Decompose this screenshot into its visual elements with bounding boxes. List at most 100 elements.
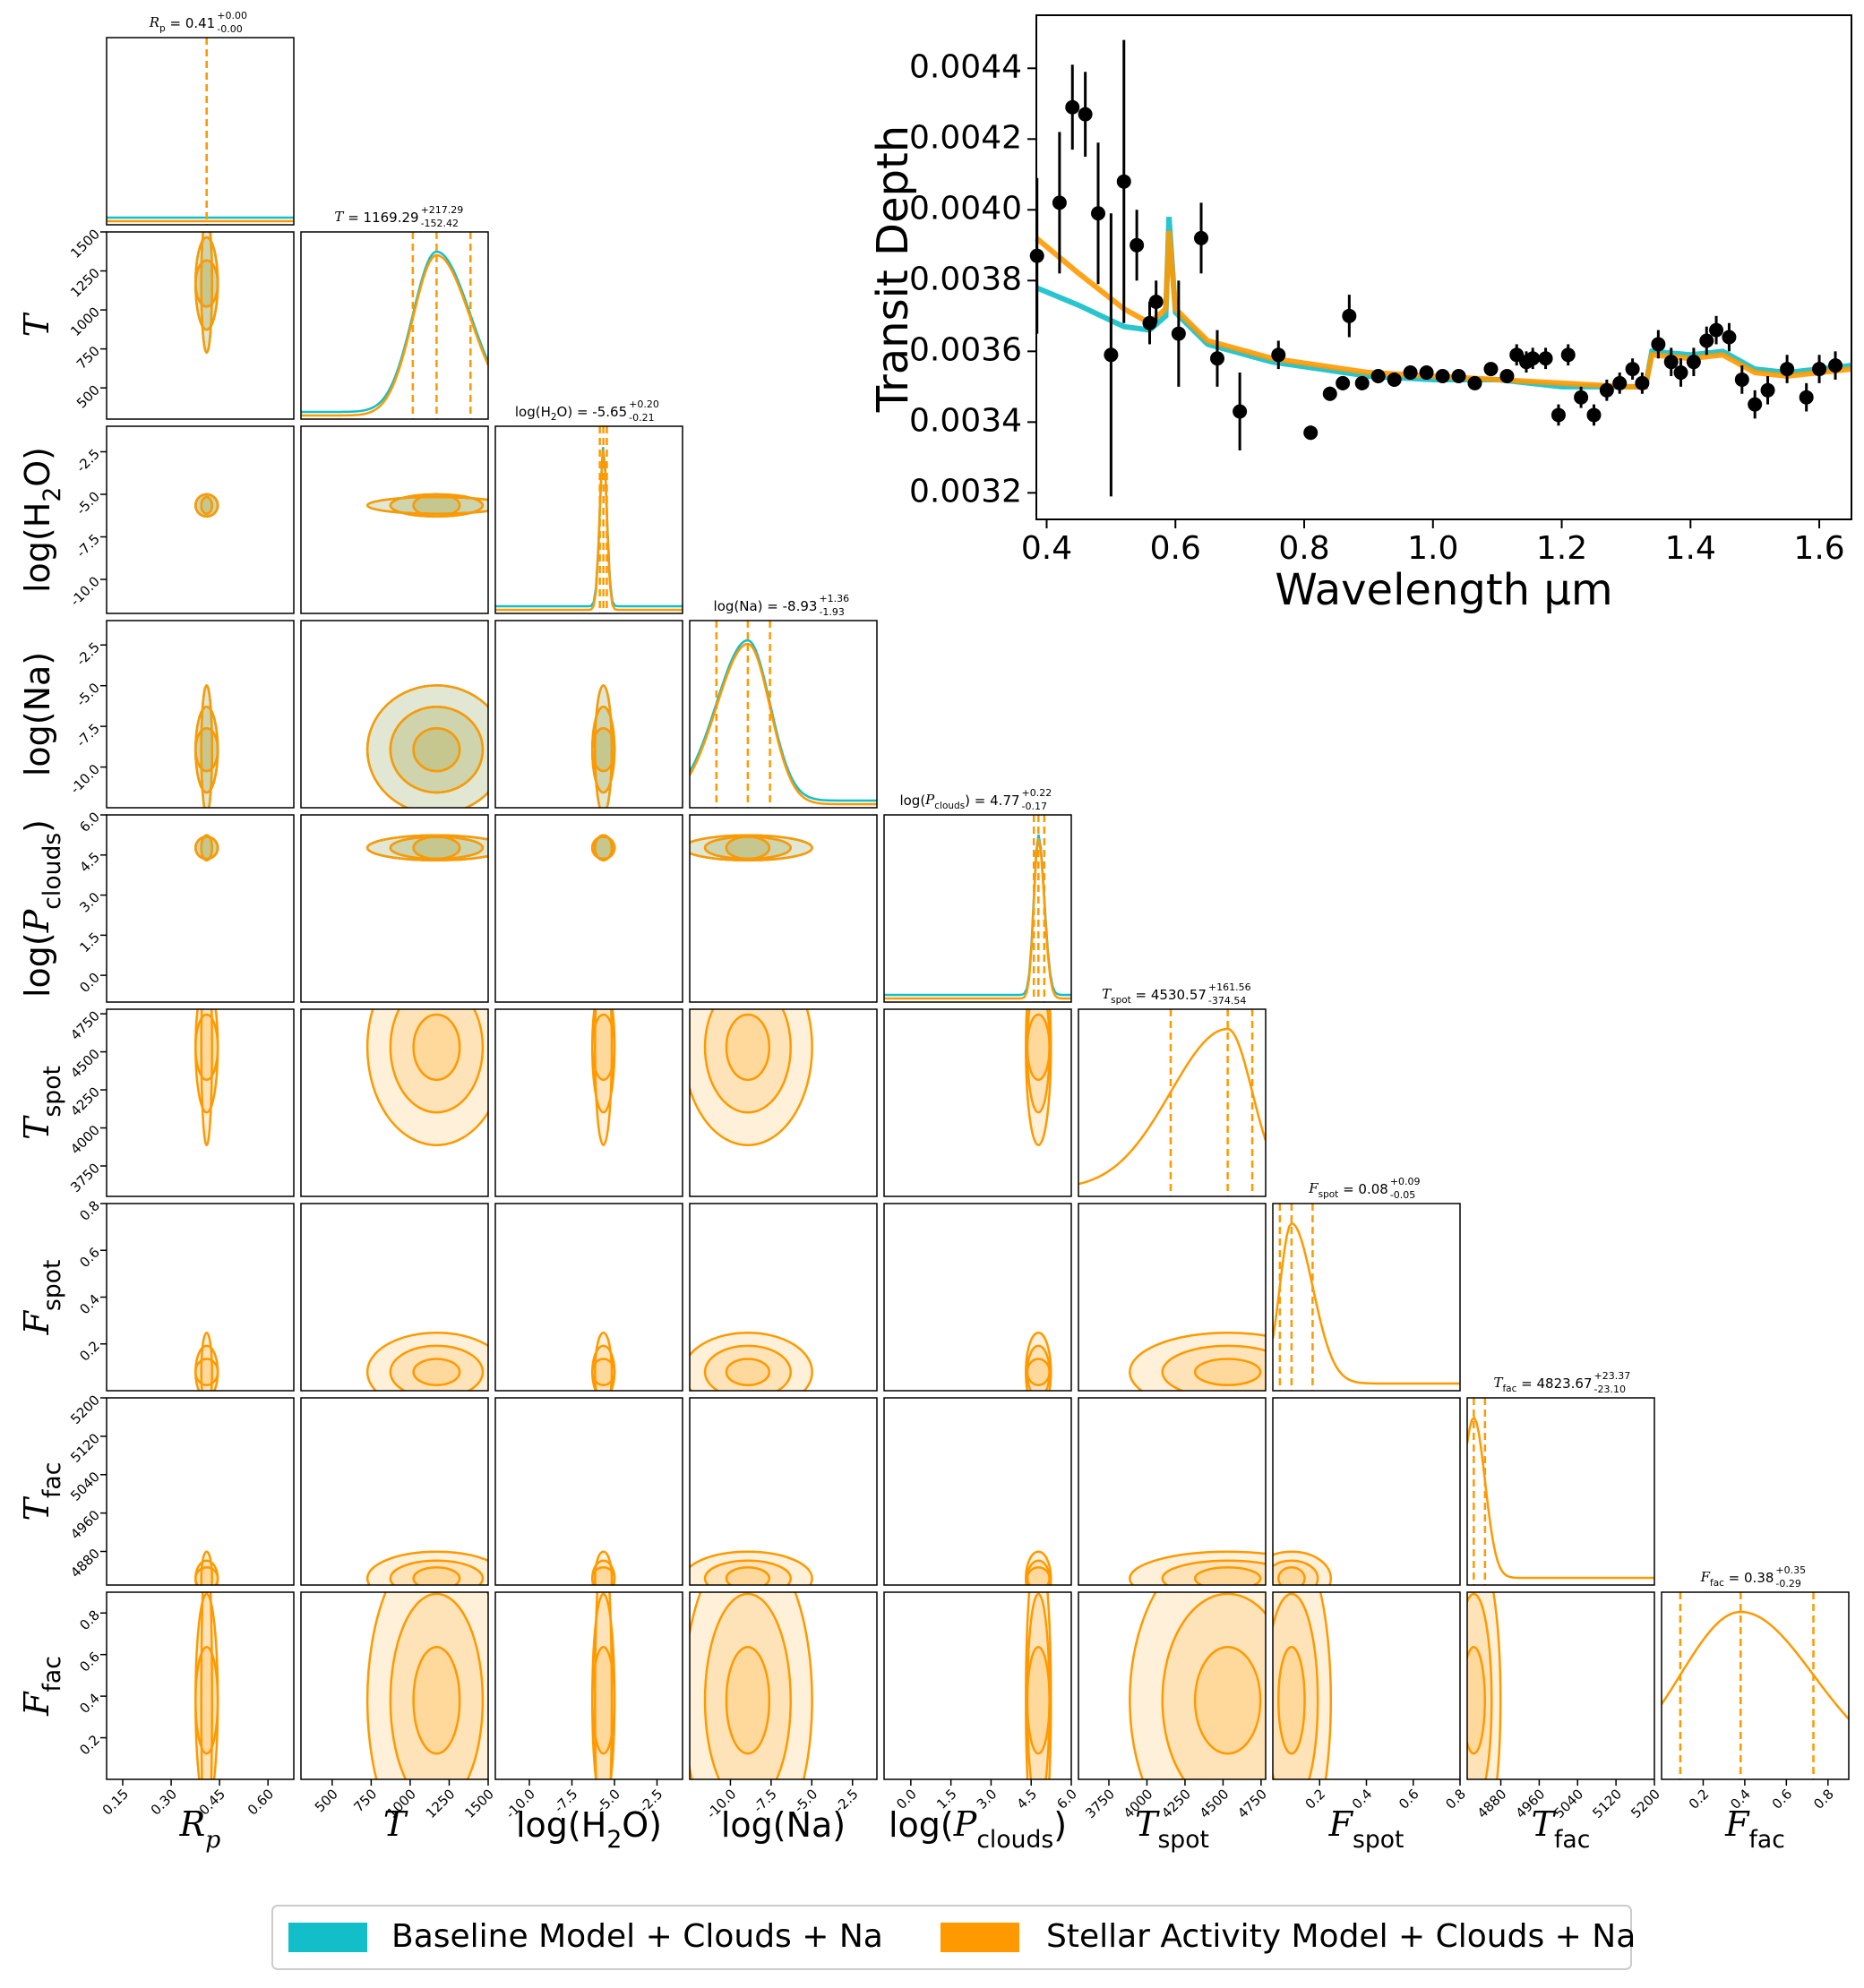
label-part: O) [622,1805,662,1845]
panel-title: log(Pclouds) = 4.77 [899,792,1019,811]
x-tick-label: 4750 [1234,1786,1270,1821]
data-point [1370,368,1386,383]
y-tick-label: 0.6 [76,1245,103,1272]
x-tick-label: 5120 [1589,1786,1625,1821]
data-point [1403,365,1418,381]
contour [1026,1013,1051,1082]
label-part: F [1328,1804,1354,1844]
contour [412,1358,461,1386]
contour [194,493,219,518]
contour [594,834,614,861]
y-tick-label: 4.5 [76,849,103,876]
contour [194,1566,219,1585]
x-tick-label: 0.6 [1150,530,1201,567]
contour [690,1009,813,1146]
y-tick-label: 1250 [67,265,103,301]
histogram [690,638,877,802]
panel-frame [494,1591,683,1780]
panel-title: Ffac = 0.38 [1700,1569,1774,1589]
contour [389,1009,485,1114]
y-tick-label: 0.6 [76,1649,103,1675]
label: log(Pclouds) [889,1804,1067,1855]
label-part: log(H [18,502,57,593]
histogram [495,447,683,608]
panel-frame [883,1591,1072,1780]
panel-frame [494,620,683,809]
contour [594,1592,614,1779]
panel-frame [106,1397,295,1586]
label-part: = 1169.29 [343,210,418,226]
label-part: 2 [551,412,557,423]
contour [1193,1566,1262,1585]
contour [1026,1646,1051,1755]
label-part: fac [39,1462,66,1498]
contour [365,684,488,808]
y-tick-label: 0.8 [76,1607,103,1634]
contour [725,1566,771,1585]
x-tick-label: 5040 [1551,1786,1587,1821]
label-part: T [383,1804,408,1844]
label-part: = 4530.57 [1131,987,1207,1003]
y-tick-label: 4960 [67,1507,103,1543]
label: log(Na) [18,652,57,776]
histogram [1273,1221,1460,1385]
label-part: F [1724,1804,1750,1844]
label-part: clouds [934,801,965,811]
x-tick-label: 0.8 [1442,1786,1469,1812]
data-point [1538,351,1553,366]
label-part: log( [18,932,57,998]
contour [591,726,616,773]
histogram [495,450,683,612]
data-point [1171,326,1186,341]
label: Tfac [17,1462,67,1521]
label-part: spot [1111,995,1131,1006]
panel-frame [494,425,683,614]
label: Ffac [1724,1804,1785,1855]
data-point [1342,308,1357,323]
data-point [1451,368,1466,383]
x-tick-label: 1250 [423,1786,459,1821]
panel-frame [106,1591,295,1780]
y-axis-label: Transit Depth [868,125,918,413]
title-lower: -0.21 [629,412,654,424]
label-part: F [17,1309,56,1335]
title-upper: +0.09 [1390,1176,1421,1187]
y-tick-label: 0.0042 [909,119,1022,156]
contour [412,493,461,518]
contour [1161,1559,1266,1585]
title-upper: +0.00 [217,10,247,21]
contour [412,1013,461,1082]
data-point [1599,382,1614,398]
x-tick-label: 0.2 [1686,1786,1713,1812]
data-point [1233,404,1248,419]
label-part: log(H [516,1805,606,1845]
panel-frame [300,231,489,420]
label: T [383,1804,408,1844]
y-tick-label: -7.5 [73,531,103,561]
contour [365,1592,488,1779]
panel-frame [689,620,878,809]
y-tick-label: 0.2 [76,1338,103,1365]
panel-frame [300,425,489,614]
data-point [1194,230,1209,245]
x-tick-label: 1500 [461,1786,497,1821]
label-part: log( [889,1805,954,1845]
contour [703,1009,792,1114]
data-point [1336,375,1351,390]
contour [591,1013,616,1082]
label-part: fac [1749,1826,1785,1854]
panel-frame [883,1397,1072,1586]
data-point [1686,355,1701,370]
legend-label: Stellar Activity Model + Clouds + Na [1046,1918,1636,1955]
contour [1026,1358,1051,1386]
contour [194,1646,219,1755]
x-tick-label: 4500 [1197,1786,1233,1821]
x-tick-label: 4250 [1158,1786,1194,1821]
contour [200,834,213,861]
y-tick-label: 0.0040 [909,190,1022,227]
contour [194,1358,219,1386]
x-tick-label: 3.0 [974,1786,1001,1812]
data-point [1734,372,1749,387]
x-tick-label: 1.0 [1407,530,1458,567]
contour [1273,1559,1319,1585]
